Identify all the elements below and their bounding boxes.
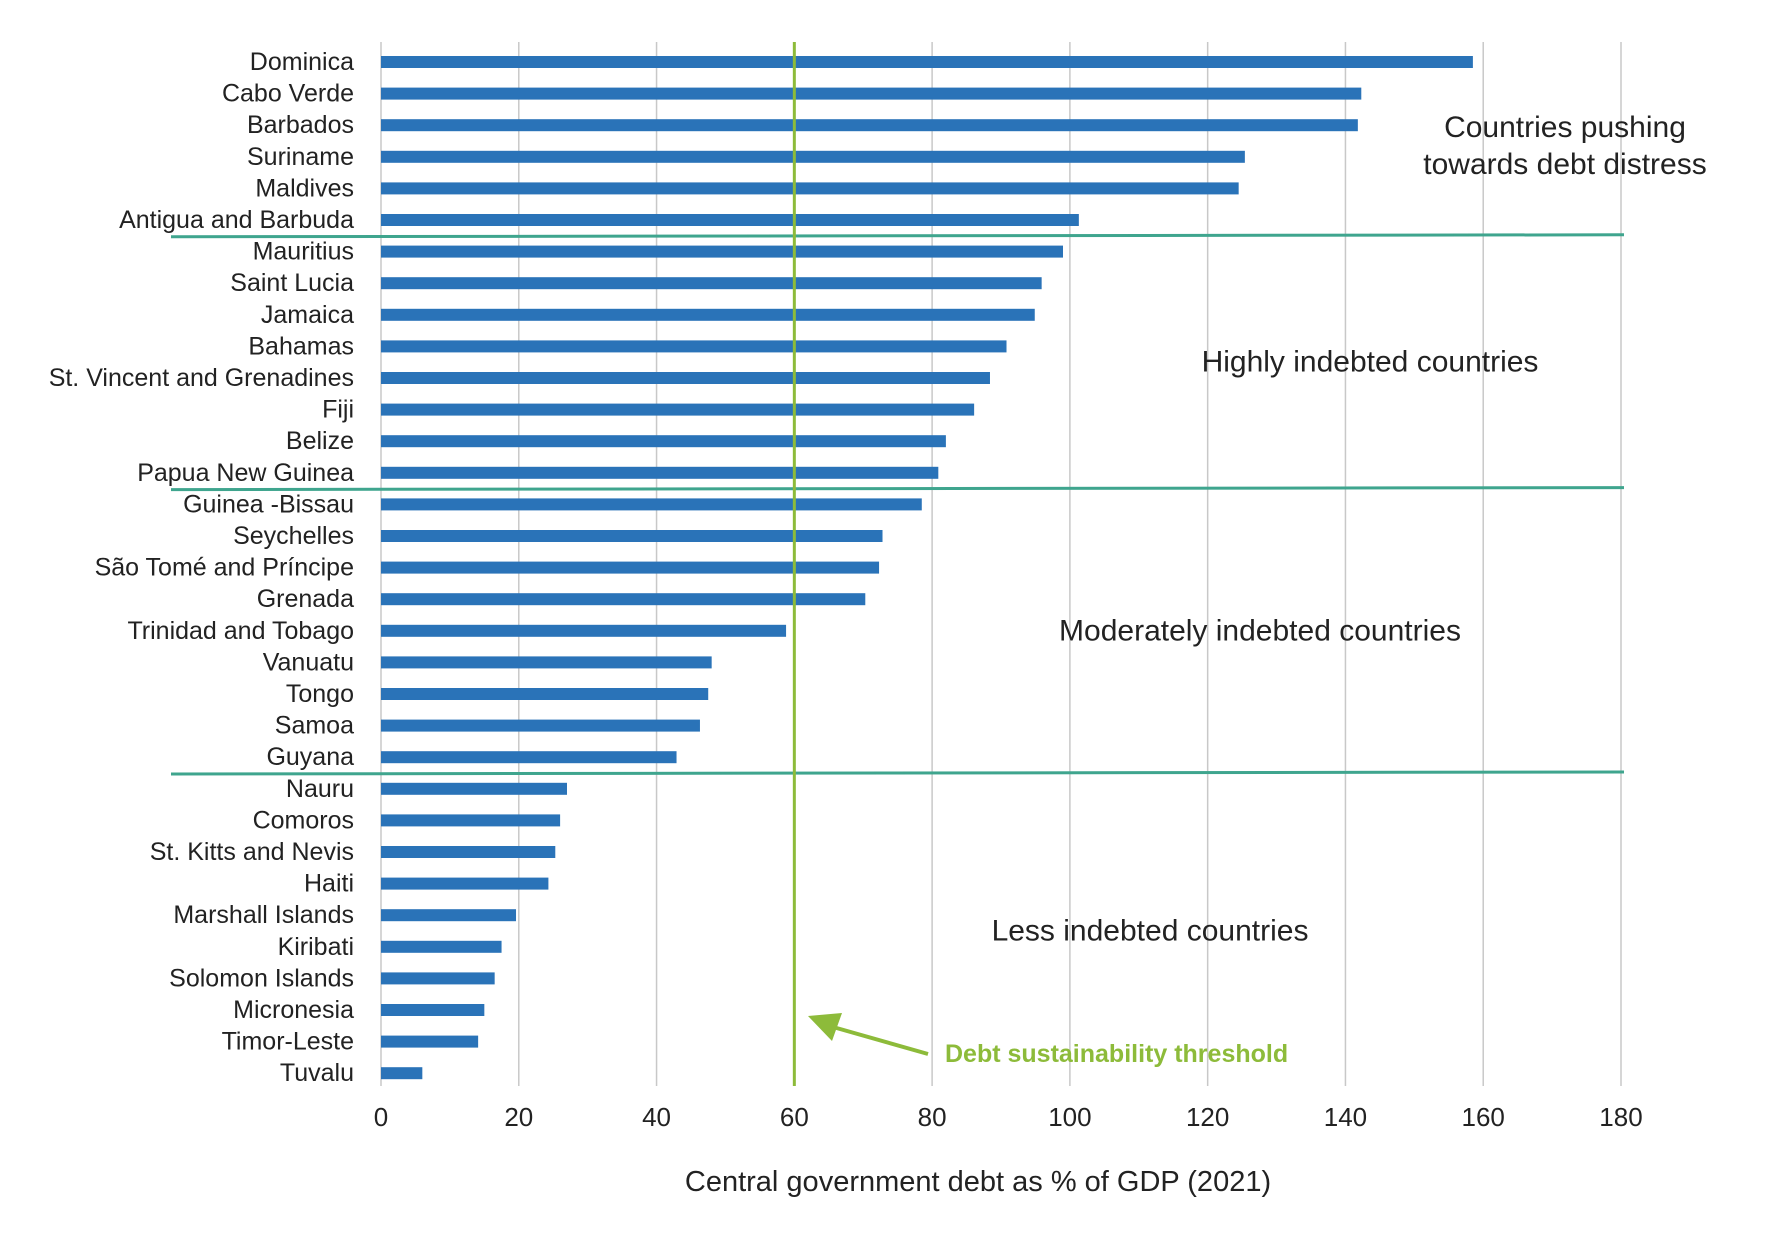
group-labels: Countries pushing towards debt distress Hi…: [992, 111, 1707, 948]
group-label: Moderately indebted countries: [1059, 614, 1461, 647]
bar: [381, 688, 709, 700]
bar: [381, 340, 1007, 353]
bar: [381, 561, 880, 574]
x-tick-label: 120: [1186, 1102, 1229, 1132]
category-label: Seychelles: [233, 522, 354, 550]
group-label: Less indebted countries: [992, 915, 1309, 948]
bar: [381, 719, 700, 732]
group-label: towards debt distress: [1423, 148, 1706, 181]
category-label: Guinea -Bissau: [183, 490, 354, 518]
category-label: Suriname: [247, 143, 354, 171]
category-label: Cabo Verde: [222, 80, 354, 108]
bar: [381, 877, 549, 890]
bar: [381, 1004, 485, 1016]
category-label: Nauru: [286, 775, 354, 803]
category-label: Tongo: [286, 680, 354, 708]
category-label: São Tomé and Príncipe: [95, 554, 354, 582]
category-label: Haiti: [304, 870, 354, 898]
threshold-arrow-shaft: [832, 1025, 929, 1056]
category-label: Barbados: [247, 111, 354, 139]
bar: [381, 593, 866, 606]
category-label: Maldives: [255, 174, 354, 202]
bar: [381, 846, 556, 858]
bar: [381, 782, 567, 795]
bar: [381, 87, 1362, 100]
x-tick-label: 80: [918, 1102, 947, 1132]
category-label: Comoros: [253, 806, 354, 834]
category-label: Guyana: [266, 743, 354, 771]
bar: [381, 403, 975, 416]
category-label: Saint Lucia: [230, 269, 354, 297]
bar: [381, 909, 517, 922]
group-label: Countries pushing: [1444, 111, 1686, 144]
bar: [381, 150, 1245, 163]
bar-series: [381, 56, 1473, 1080]
category-label: Mauritius: [253, 238, 354, 266]
category-label: Kiribati: [278, 933, 354, 961]
group-separators: [170, 233, 1625, 776]
bar: [381, 372, 990, 384]
category-label: Belize: [286, 427, 354, 455]
x-axis-ticks: 0 20 40 60 80 100 120 140 160 180: [374, 1102, 1643, 1132]
bar: [381, 1067, 423, 1080]
category-labels: Dominica Cabo Verde Barbados Suriname Maldiv…: [49, 48, 354, 1087]
category-label: Tuvalu: [280, 1059, 354, 1087]
x-tick-label: 180: [1599, 1102, 1642, 1132]
bar: [381, 214, 1079, 226]
group-separator: [170, 770, 1625, 776]
x-tick-label: 160: [1462, 1102, 1505, 1132]
category-label: Jamaica: [261, 301, 354, 329]
group-label: Highly indebted countries: [1202, 346, 1539, 379]
category-label: Vanuatu: [263, 648, 354, 676]
category-label: Grenada: [257, 585, 354, 613]
bar: [381, 940, 502, 953]
bar: [381, 530, 883, 542]
category-label: Micronesia: [233, 996, 354, 1024]
threshold-marker: Debt sustainability threshold: [792, 42, 1288, 1086]
category-label: Fiji: [322, 396, 354, 424]
bar: [381, 56, 1473, 68]
x-tick-label: 100: [1048, 1102, 1091, 1132]
group-separator: [170, 486, 1625, 492]
bar: [381, 814, 561, 827]
bar: [381, 972, 495, 985]
threshold-arrow-head: [808, 1013, 842, 1041]
category-label: Bahamas: [248, 332, 354, 360]
category-label: Papua New Guinea: [137, 459, 354, 487]
category-label: Timor-Leste: [222, 1028, 354, 1056]
x-tick-label: 0: [374, 1102, 388, 1132]
group-separator: [170, 233, 1625, 239]
bar: [381, 466, 939, 479]
category-label: Trinidad and Tobago: [127, 617, 354, 645]
bar: [381, 498, 922, 511]
bar: [381, 308, 1035, 321]
category-label: Samoa: [275, 712, 354, 740]
bar: [381, 624, 787, 637]
threshold-label: Debt sustainability threshold: [945, 1040, 1288, 1068]
category-label: St. Kitts and Nevis: [150, 838, 354, 866]
category-label: Marshall Islands: [173, 901, 354, 929]
bar: [381, 656, 712, 669]
x-tick-label: 40: [642, 1102, 671, 1132]
bar: [381, 751, 677, 764]
x-tick-label: 140: [1324, 1102, 1367, 1132]
category-label: St. Vincent and Grenadines: [49, 364, 354, 392]
bar: [381, 245, 1063, 258]
x-tick-label: 20: [504, 1102, 533, 1132]
category-label: Antigua and Barbuda: [119, 206, 354, 234]
category-label: Dominica: [250, 48, 354, 76]
bar: [381, 182, 1239, 195]
bar: [381, 119, 1358, 132]
bar: [381, 1035, 479, 1048]
category-label: Solomon Islands: [169, 964, 354, 992]
x-tick-label: 60: [780, 1102, 809, 1132]
bar: [381, 435, 946, 448]
bar: [381, 277, 1042, 290]
x-axis-title: Central government debt as % of GDP (202…: [685, 1166, 1271, 1198]
